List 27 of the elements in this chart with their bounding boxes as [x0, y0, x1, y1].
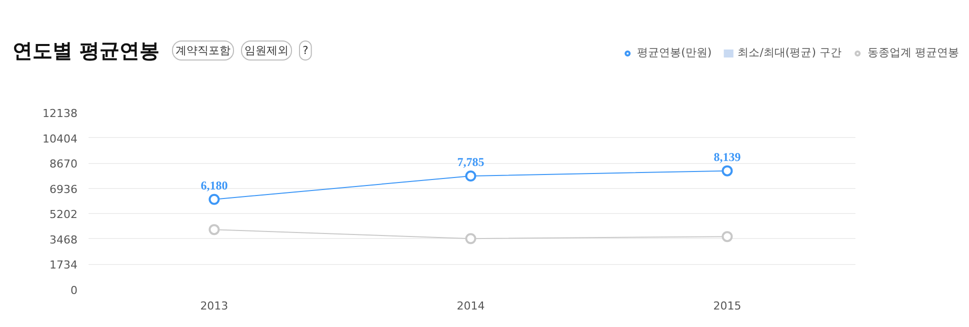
- y-tick-label: 10404: [42, 132, 78, 146]
- legend-label: 동종업계 평균연봉: [868, 45, 959, 60]
- point: [208, 224, 220, 236]
- text: 임원제외: [244, 44, 288, 57]
- point: [465, 170, 476, 182]
- data-label: 8,139: [714, 150, 741, 164]
- point: [722, 165, 733, 176]
- chart-title: 연도별 평균연봉: [12, 38, 160, 62]
- y-tick-label: 8670: [50, 158, 78, 171]
- text: 계약직포함: [176, 44, 230, 57]
- y-tick-label: 5202: [50, 208, 78, 222]
- x-tick-label: 2013: [200, 300, 228, 312]
- x-tick-label: 2014: [456, 300, 485, 312]
- y-tick-label: 0: [70, 284, 78, 297]
- y-tick-label: 6936: [50, 182, 78, 196]
- data-label: 7,785: [457, 154, 484, 169]
- point: [208, 194, 220, 205]
- text: ?: [302, 44, 308, 57]
- y-tick-label: 3468: [50, 233, 78, 246]
- y-tick-label: 1734: [50, 258, 78, 272]
- y-tick-label: 12138: [42, 107, 78, 120]
- x-tick-label: 2015: [713, 300, 742, 312]
- legend-label: 최소/최대(평균) 구간: [738, 45, 842, 60]
- point: [722, 231, 733, 242]
- data-label: 6,180: [200, 178, 228, 192]
- legend-label: 평균연봉(만원): [637, 45, 712, 60]
- point: [465, 233, 476, 244]
